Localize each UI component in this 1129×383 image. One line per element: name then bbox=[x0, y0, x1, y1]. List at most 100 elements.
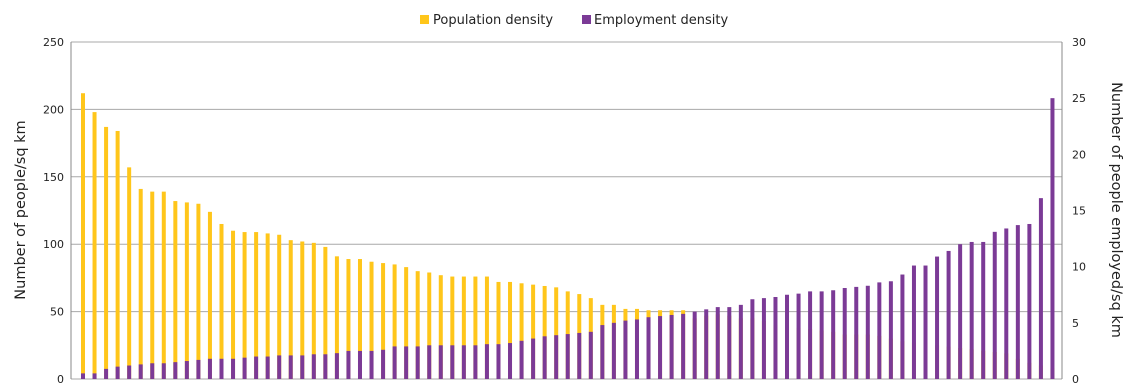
employment-bar bbox=[808, 291, 813, 379]
population-bar bbox=[300, 241, 305, 379]
population-bar bbox=[323, 246, 328, 379]
employment-bar bbox=[669, 314, 674, 379]
employment-bar bbox=[323, 354, 328, 379]
employment-bar bbox=[196, 359, 201, 379]
employment-bar bbox=[935, 256, 940, 379]
population-bar bbox=[334, 256, 339, 379]
employment-bar bbox=[588, 331, 593, 379]
employment-bar bbox=[969, 241, 974, 379]
population-bar bbox=[369, 261, 374, 379]
gridlines bbox=[71, 41, 1062, 380]
employment-bar bbox=[854, 286, 859, 379]
population-bar bbox=[231, 230, 236, 379]
employment-bar bbox=[911, 265, 916, 379]
employment-bar bbox=[104, 368, 109, 379]
population-bar bbox=[288, 240, 293, 379]
employment-bar bbox=[704, 309, 709, 379]
employment-bar bbox=[1050, 98, 1055, 380]
employment-bar bbox=[831, 290, 836, 379]
employment-bar bbox=[254, 356, 259, 379]
right-tick-label: 20 bbox=[1072, 148, 1086, 161]
employment-bar bbox=[796, 293, 801, 379]
left-axis-title: Number of people/sq km bbox=[13, 120, 29, 299]
employment-bar bbox=[577, 332, 582, 379]
employment-bar bbox=[542, 336, 547, 379]
population-bar bbox=[357, 259, 362, 379]
employment-bar bbox=[531, 338, 536, 379]
employment-bar bbox=[865, 285, 870, 379]
employment-bar bbox=[127, 365, 132, 379]
employment-bar bbox=[184, 361, 189, 379]
employment-bar bbox=[346, 350, 351, 379]
population-bar bbox=[392, 264, 397, 379]
employment-bar bbox=[219, 358, 224, 379]
employment-bar bbox=[646, 317, 651, 379]
employment-bar bbox=[438, 345, 443, 379]
employment-bar bbox=[1004, 228, 1009, 379]
population-bar bbox=[254, 232, 259, 379]
population-bar bbox=[196, 203, 201, 379]
population-bar bbox=[496, 281, 501, 379]
employment-bar bbox=[484, 344, 489, 379]
employment-bar bbox=[450, 345, 455, 379]
right-tick-label: 10 bbox=[1072, 261, 1086, 274]
population-bar bbox=[450, 276, 455, 379]
employment-bar bbox=[738, 304, 743, 379]
employment-bar bbox=[1015, 225, 1020, 379]
employment-bar bbox=[415, 346, 420, 379]
employment-bar bbox=[750, 299, 755, 379]
right-axis-ticks: 0 5 10 15 20 25 30 bbox=[1072, 36, 1086, 383]
left-tick-label: 0 bbox=[57, 373, 64, 383]
employment-bar bbox=[173, 362, 178, 379]
population-bar bbox=[542, 285, 547, 379]
population-bar bbox=[104, 126, 109, 379]
employment-bar bbox=[150, 363, 155, 379]
population-bar bbox=[81, 93, 85, 379]
population-bar bbox=[127, 167, 132, 379]
legend-label-employment: Employment density bbox=[594, 13, 728, 28]
employment-bar bbox=[658, 316, 663, 379]
right-tick-label: 25 bbox=[1072, 92, 1086, 105]
population-bar bbox=[531, 284, 536, 379]
legend-swatch-population bbox=[420, 15, 429, 24]
employment-bar bbox=[334, 353, 339, 379]
population-bar bbox=[173, 201, 178, 379]
employment-bar bbox=[508, 343, 513, 379]
employment-bar bbox=[392, 346, 397, 379]
employment-bar bbox=[519, 340, 524, 379]
employment-bar bbox=[773, 297, 778, 379]
population-bar bbox=[311, 242, 316, 379]
left-tick-label: 250 bbox=[43, 36, 64, 49]
employment-bar bbox=[981, 241, 986, 379]
employment-bar bbox=[842, 288, 847, 379]
employment-bar bbox=[496, 344, 501, 379]
legend: Population density Employment density bbox=[420, 13, 728, 28]
population-bar bbox=[277, 234, 282, 379]
employment-bar bbox=[242, 357, 247, 379]
population-bar bbox=[381, 263, 386, 379]
employment-bar bbox=[277, 355, 282, 379]
population-bar bbox=[473, 276, 478, 379]
population-bar bbox=[427, 272, 432, 379]
employment-bar bbox=[265, 356, 270, 379]
population-bar bbox=[265, 233, 270, 379]
employment-bar bbox=[300, 355, 305, 379]
employment-bar bbox=[877, 282, 882, 379]
population-bar bbox=[207, 211, 212, 379]
population-bar bbox=[508, 281, 513, 379]
population-bar bbox=[92, 112, 97, 379]
population-bar bbox=[415, 271, 420, 379]
employment-bar bbox=[461, 345, 466, 379]
employment-bar bbox=[923, 265, 928, 379]
employment-bar bbox=[727, 307, 732, 379]
employment-bar bbox=[1038, 198, 1043, 379]
employment-bar bbox=[231, 358, 236, 379]
right-tick-label: 30 bbox=[1072, 36, 1086, 49]
population-bar bbox=[404, 267, 409, 379]
employment-bar bbox=[207, 358, 212, 379]
employment-bar bbox=[992, 231, 997, 379]
right-tick-label: 15 bbox=[1072, 205, 1086, 218]
employment-bar bbox=[381, 349, 386, 379]
population-bar bbox=[161, 191, 166, 379]
population-bar bbox=[150, 191, 155, 379]
